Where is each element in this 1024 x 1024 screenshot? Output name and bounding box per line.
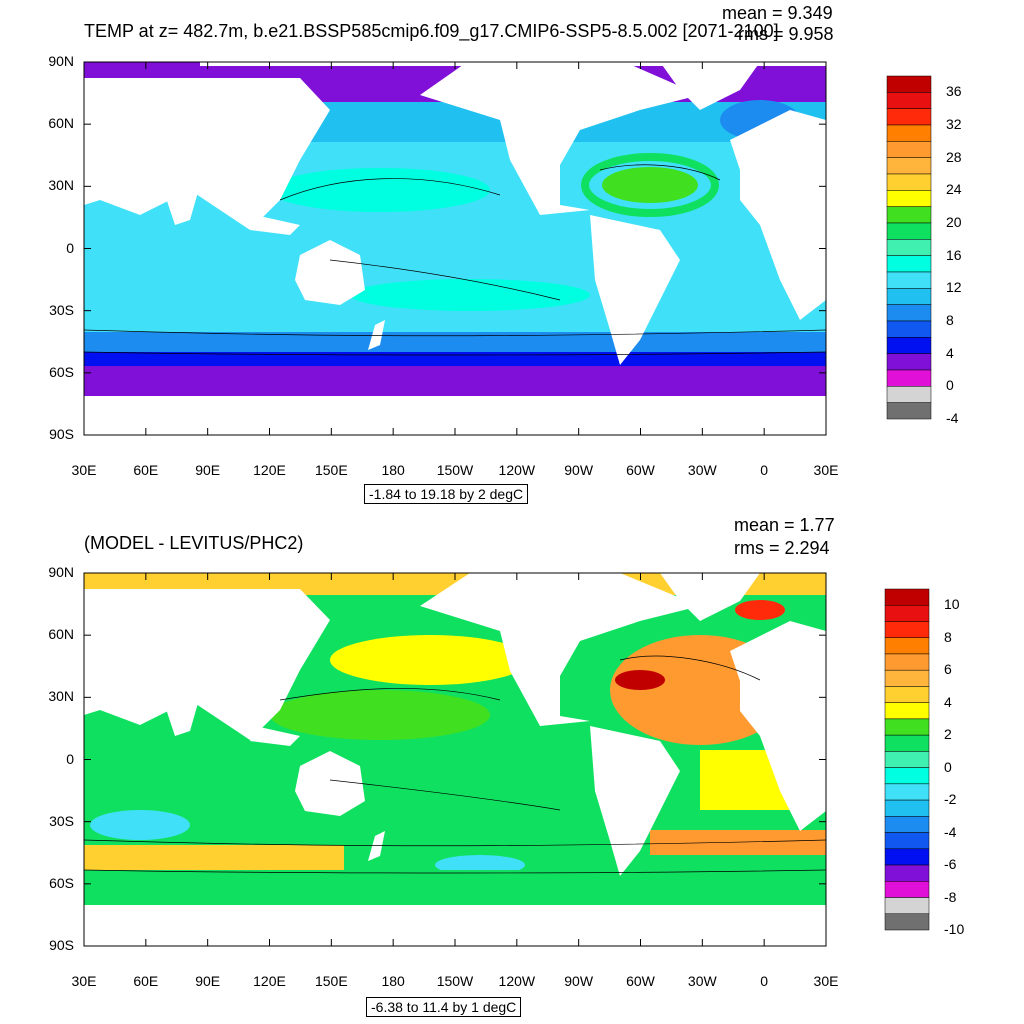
bot-lon-label: 120E: [253, 973, 286, 989]
bot-lon-label: 150W: [436, 973, 474, 989]
top-title: TEMP at z= 482.7m, b.e21.BSSP585cmip6.f0…: [84, 21, 779, 41]
top-lat-label: 90S: [49, 426, 74, 442]
top-lat-label: 0: [66, 239, 74, 256]
top-lon-label: 120E: [253, 462, 286, 478]
top-lon-label: 90W: [564, 462, 594, 478]
bot-colorbar-label: -10: [944, 921, 965, 937]
top-lon-label: 60W: [626, 462, 655, 478]
bot-lon-label: 30E: [71, 973, 97, 989]
top-contours: [84, 164, 826, 356]
top-axis-ticks: [83, 61, 827, 436]
bottom-north-pacific-green: [270, 690, 490, 740]
bottom-axis-ticks: [83, 572, 827, 947]
bot-lat-label: 30S: [49, 812, 74, 829]
bottom-mean-stat: mean = 1.77: [734, 515, 835, 535]
top-ocean-band-acc: [84, 352, 826, 366]
top-lat-label: 90N: [48, 53, 74, 69]
bot-colorbar-label: 0: [944, 758, 952, 775]
bottom-labrador-hot: [735, 600, 785, 620]
bot-lon-label: 120W: [498, 973, 536, 989]
top-lon-label: 30E: [813, 462, 839, 478]
top-gulf-stream-edge: [581, 153, 719, 217]
bot-lon-label: 30W: [687, 973, 717, 989]
bot-colorbar-label: 2: [944, 726, 952, 743]
bottom-land: [84, 573, 826, 946]
bot-lat-label: 0: [66, 750, 74, 767]
bottom-south-atlantic-warm: [650, 830, 826, 855]
top-north-atlantic-warm: [602, 167, 698, 203]
top-mean-stat: mean = 9.349: [722, 3, 833, 23]
bot-lon-label: 150E: [314, 973, 348, 989]
bottom-southern-warm-band: [84, 845, 344, 870]
top-lon-label: 150W: [436, 462, 474, 478]
bottom-contour-range: -6.38 to 11.4 by 1 degC: [366, 997, 522, 1017]
bot-colorbar-label: -6: [944, 856, 957, 873]
top-colorbar-label: 12: [946, 279, 962, 296]
bottom-title: (MODEL - LEVITUS/PHC2): [84, 533, 304, 553]
top-colorbar-label: -4: [946, 410, 959, 426]
bottom-indian-ocean-cool: [90, 810, 190, 840]
top-north-pacific-gyre: [270, 168, 490, 212]
bot-colorbar-label: -4: [944, 823, 957, 840]
bot-lon-label: 90W: [564, 973, 594, 989]
bot-colorbar-label: 4: [944, 693, 952, 710]
bot-colorbar-label: -2: [944, 791, 957, 808]
top-colorbar-label: 8: [946, 312, 954, 328]
top-lat-label: 60S: [49, 363, 74, 380]
bottom-north-pacific-warm: [330, 635, 530, 685]
bot-lon-label: 90E: [195, 973, 221, 989]
top-lon-label: 90E: [195, 462, 221, 478]
top-contour-range: -1.84 to 19.18 by 2 degC: [364, 484, 529, 504]
top-ocean-band-tropics: [84, 212, 826, 282]
top-land: [84, 62, 826, 435]
top-lon-label: 60E: [133, 462, 159, 478]
bot-lat-label: 90N: [48, 564, 74, 580]
top-lon-label: 30E: [71, 462, 97, 478]
bot-lon-label: 30E: [813, 973, 839, 989]
top-south-pacific-gyre: [350, 279, 590, 311]
top-colorbar-label: 20: [946, 214, 962, 230]
top-colorbar-label: 16: [946, 246, 962, 263]
bottom-gulf-stream-hot: [615, 670, 665, 690]
bot-lat-label: 60S: [49, 874, 74, 891]
bot-lat-label: 60N: [48, 626, 74, 643]
bottom-rms-stat: rms = 2.294: [734, 538, 830, 558]
bot-colorbar-label: -8: [944, 888, 957, 905]
top-lon-label: 30W: [687, 462, 717, 478]
bot-lon-label: 0: [760, 973, 769, 989]
bot-lon-label: 60E: [133, 973, 159, 989]
bot-lon-label: 60W: [626, 973, 655, 989]
bot-colorbar-label: 8: [944, 628, 952, 645]
bot-lat-label: 90S: [49, 937, 74, 953]
top-colorbar-label: 32: [946, 116, 962, 132]
top-colorbar-label: 36: [946, 83, 962, 100]
top-lon-label: 120W: [498, 462, 536, 478]
top-colorbar-label: 0: [946, 377, 954, 394]
top-lon-label: 180: [381, 462, 405, 478]
top-lat-label: 30N: [48, 177, 74, 194]
bot-lat-label: 30N: [48, 688, 74, 705]
bottom-contours: [84, 655, 826, 874]
bot-colorbar-label: 10: [944, 596, 960, 613]
top-ocean-band-antarctic: [84, 366, 826, 396]
top-colorbar-label: 4: [946, 344, 954, 361]
top-lon-label: 150E: [314, 462, 348, 478]
top-rms-stat: rms = 9.958: [738, 24, 834, 44]
bottom-southern-green: [84, 870, 826, 905]
top-lon-label: 0: [760, 462, 769, 478]
top-colorbar-label: 24: [946, 181, 962, 198]
bot-lon-label: 180: [381, 973, 405, 989]
top-lat-label: 30S: [49, 301, 74, 318]
top-colorbar-label: 28: [946, 148, 962, 165]
top-lat-label: 60N: [48, 115, 74, 132]
bot-colorbar-label: 6: [944, 661, 952, 678]
